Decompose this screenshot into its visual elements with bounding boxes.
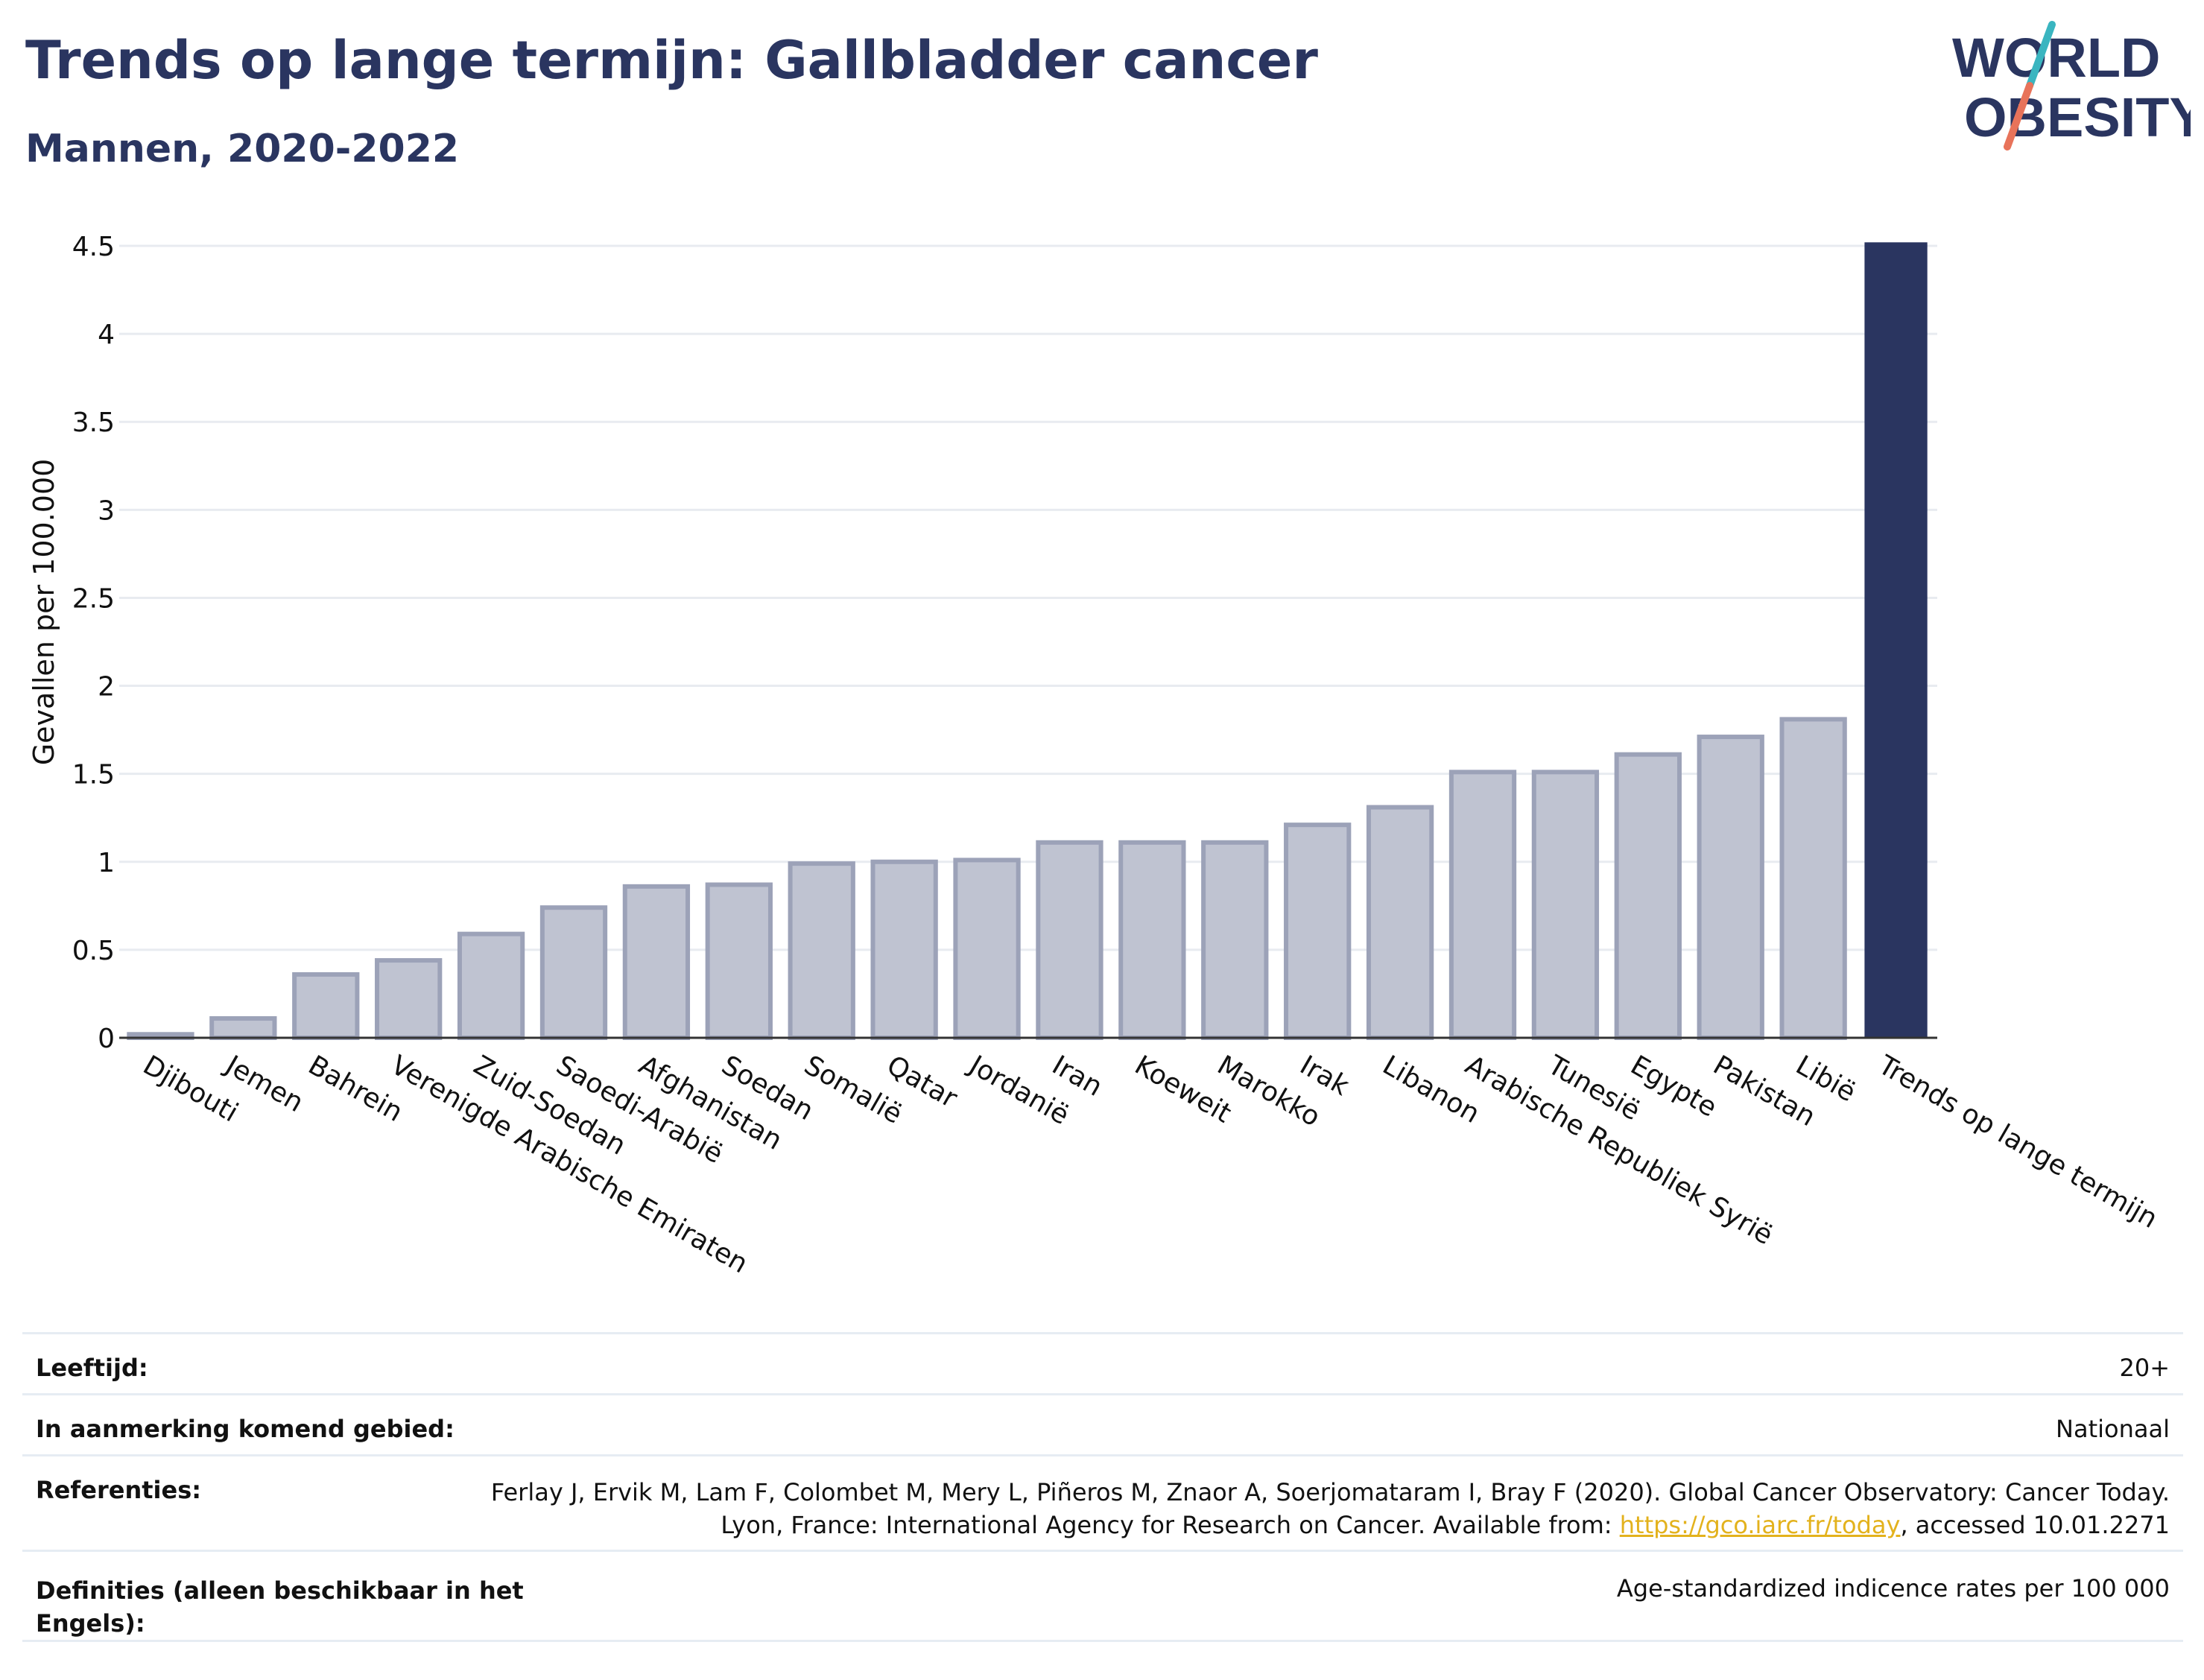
info-row-age: Leeftijd: 20+: [22, 1332, 2183, 1393]
info-row-definitions: Definities (alleen beschikbaar in het En…: [22, 1550, 2183, 1642]
bar-chart: 0 0.5 1 1.5 2 2.5 3 3.5 4 4.5 DjiboutiJemenBahrei…: [28, 232, 2162, 1279]
bar: [1697, 735, 1764, 1040]
info-row-area: In aanmerking komend gebied: Nationaal: [22, 1393, 2183, 1454]
bar: [1284, 822, 1352, 1040]
age-label: Leeftijd:: [36, 1354, 148, 1382]
bar: [292, 971, 360, 1040]
x-tick-label: Djibouti: [138, 1050, 243, 1128]
bar: [375, 958, 443, 1040]
bar: [1779, 717, 1847, 1041]
bar: [1118, 840, 1186, 1040]
y-tick-labels: 0 0.5 1 1.5 2 2.5 3 3.5 4 4.5: [72, 232, 115, 1054]
bar: [705, 882, 773, 1041]
references-link[interactable]: https://gco.iarc.fr/today: [1619, 1511, 1901, 1539]
y-tick-label: 2: [98, 672, 115, 703]
bar: [1036, 840, 1103, 1040]
bar: [953, 858, 1021, 1040]
y-tick-label: 3.5: [72, 408, 115, 438]
bar: [457, 931, 525, 1041]
chart-subtitle: Mannen, 2020-2022: [25, 127, 460, 171]
bar: [1366, 805, 1434, 1040]
y-tick-label: 4: [98, 320, 115, 350]
x-tick-label: Trends op lange termijn: [1872, 1050, 2162, 1234]
y-tick-label: 1: [98, 848, 115, 878]
bar: [1864, 242, 1928, 1039]
area-value: Nationaal: [2056, 1415, 2170, 1443]
x-tick-label: Egypte: [1625, 1050, 1722, 1123]
references-accessed: , accessed 10.01.2271: [1900, 1511, 2170, 1539]
y-axis-label: Gevallen per 100.000: [28, 459, 60, 766]
world-obesity-logo: WORLD OBESITY: [1952, 21, 2191, 150]
y-tick-label: 0.5: [72, 936, 115, 966]
y-tick-label: 4.5: [72, 232, 115, 262]
x-tick-label: Bahrein: [303, 1050, 408, 1128]
chart-title: Trends op lange termijn: Gallbladder can…: [25, 30, 1318, 91]
bar: [788, 861, 855, 1041]
y-tick-label: 0: [98, 1024, 115, 1054]
logo-slash-top: [2026, 21, 2056, 89]
y-tick-label: 3: [98, 495, 115, 526]
bar: [870, 859, 938, 1040]
bar: [622, 884, 691, 1040]
references-label: Referenties:: [36, 1476, 202, 1504]
logo-slash-bottom: [2004, 82, 2033, 150]
definitions-label: Definities (alleen beschikbaar in het En…: [36, 1576, 524, 1638]
bars: [127, 242, 1928, 1041]
area-label: In aanmerking komend gebied:: [36, 1415, 455, 1443]
y-tick-label: 1.5: [72, 760, 115, 790]
info-table: Leeftijd: 20+ In aanmerking komend gebie…: [22, 1332, 2183, 1642]
bar: [539, 905, 608, 1040]
bar: [1201, 840, 1269, 1040]
bar: [209, 1016, 277, 1040]
references-text: Ferlay J, Ervik M, Lam F, Colombet M, Me…: [490, 1478, 2170, 1539]
bar: [1531, 770, 1600, 1040]
age-value: 20+: [2119, 1354, 2170, 1382]
definitions-value: Age-standardized indicence rates per 100…: [1616, 1574, 2170, 1603]
y-tick-label: 2.5: [72, 583, 115, 614]
bar: [1448, 770, 1517, 1040]
info-row-references: Referenties: Ferlay J, Ervik M, Lam F, C…: [22, 1454, 2183, 1550]
references-value: Ferlay J, Ervik M, Lam F, Colombet M, Me…: [456, 1476, 2170, 1541]
logo-line2: OBESITY: [1964, 86, 2191, 148]
logo-line1: WORLD: [1952, 27, 2161, 89]
bar: [1614, 752, 1682, 1041]
